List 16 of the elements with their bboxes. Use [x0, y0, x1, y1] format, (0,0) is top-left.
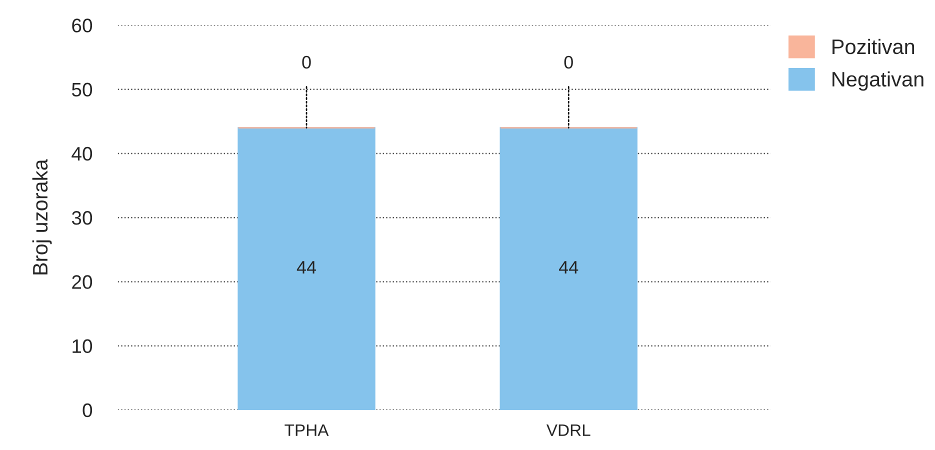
- y-tick-label: 30: [72, 211, 92, 225]
- legend-label: Negativan: [832, 71, 924, 91]
- data-label: 44: [296, 261, 316, 274]
- x-tick-label: TPHA: [284, 424, 329, 436]
- y-tick-label: 50: [72, 82, 92, 97]
- annotation: 0: [302, 56, 311, 69]
- y-axis-title: Broj uzoraka: [32, 159, 52, 274]
- x-tick-label: VDRL: [546, 424, 590, 436]
- data-label: 44: [558, 261, 578, 274]
- y-tick-label: 0: [82, 403, 92, 418]
- y-tick-label: 40: [72, 146, 92, 161]
- legend-label: Pozitivan: [832, 38, 914, 54]
- y-tick-label: 60: [72, 18, 92, 32]
- y-tick-label: 20: [72, 275, 92, 289]
- annotation: 0: [564, 56, 573, 69]
- y-tick-label: 10: [72, 339, 92, 354]
